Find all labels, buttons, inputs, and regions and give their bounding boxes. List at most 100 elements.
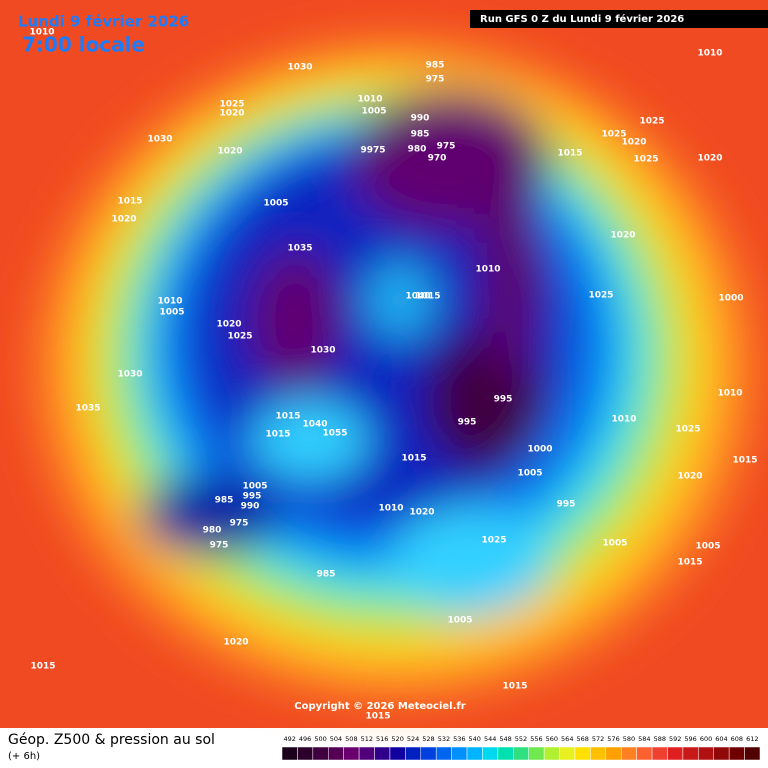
legend-swatch bbox=[466, 746, 483, 761]
legend-swatch bbox=[358, 746, 375, 761]
legend-label: 500 bbox=[314, 735, 326, 743]
legend-label: 508 bbox=[345, 735, 357, 743]
legend-label: 584 bbox=[638, 735, 650, 743]
geopotential-field bbox=[35, 40, 755, 700]
pressure-label: 1015 bbox=[557, 149, 582, 159]
legend-label: 528 bbox=[422, 735, 434, 743]
legend-label: 568 bbox=[576, 735, 588, 743]
pressure-label: 1010 bbox=[357, 95, 382, 105]
pressure-label: 970 bbox=[428, 154, 447, 164]
legend-swatch bbox=[698, 746, 714, 761]
pressure-label: 1055 bbox=[322, 429, 347, 439]
pressure-label: 985 bbox=[317, 570, 336, 580]
legend-label: 524 bbox=[407, 735, 419, 743]
pressure-label: 1015 bbox=[502, 682, 527, 692]
pressure-label: 1015 bbox=[117, 197, 142, 207]
footer-title: Géop. Z500 & pression au sol bbox=[8, 732, 215, 748]
legend-swatch bbox=[713, 746, 730, 761]
legend-label: 564 bbox=[561, 735, 573, 743]
legend-swatch bbox=[281, 746, 298, 761]
run: Run GFS 0 Z du Lundi 9 février 2026 bbox=[480, 13, 684, 25]
pressure-label: 985 bbox=[426, 61, 445, 71]
legend-label: 496 bbox=[299, 735, 311, 743]
pressure-label: 995 bbox=[557, 500, 576, 510]
legend-label: 576 bbox=[607, 735, 619, 743]
pressure-label: 1015 bbox=[732, 456, 757, 466]
pressure-label: 1015 bbox=[677, 558, 702, 568]
legend-label: 572 bbox=[592, 735, 604, 743]
copyright: Copyright © 2026 Meteociel.fr bbox=[294, 701, 465, 712]
pressure-label: 1035 bbox=[75, 404, 100, 414]
legend-swatch bbox=[590, 746, 607, 761]
date: Lundi 9 février 2026 bbox=[18, 13, 189, 31]
pressure-labels: 1010103010251020103010209859751010100599… bbox=[29, 28, 757, 722]
legend-label: 512 bbox=[361, 735, 373, 743]
legend-label: 504 bbox=[330, 735, 342, 743]
pressure-label: 1020 bbox=[409, 508, 434, 518]
pressure-label: 1025 bbox=[633, 155, 658, 165]
pressure-label: 1030 bbox=[287, 63, 312, 73]
legend-label: 580 bbox=[623, 735, 635, 743]
legend-swatch bbox=[559, 746, 576, 761]
pressure-label: 1020 bbox=[610, 231, 635, 241]
legend-label: 544 bbox=[484, 735, 496, 743]
pressure-label: 1015 bbox=[30, 662, 55, 672]
legend-label: 588 bbox=[654, 735, 666, 743]
legend-swatch bbox=[528, 746, 545, 761]
legend-swatch bbox=[374, 746, 391, 761]
legend-label: 532 bbox=[438, 735, 450, 743]
pressure-label: 1025 bbox=[227, 332, 252, 342]
legend-swatch bbox=[297, 746, 314, 761]
pressure-label: 1015 bbox=[365, 712, 390, 722]
legend-swatch bbox=[420, 746, 437, 761]
pressure-label: 1015 bbox=[265, 430, 290, 440]
legend-label: 516 bbox=[376, 735, 388, 743]
legend-swatch bbox=[405, 746, 422, 761]
pressure-label: 1025 bbox=[675, 425, 700, 435]
legend-label: 608 bbox=[731, 735, 743, 743]
legend-label: 556 bbox=[530, 735, 542, 743]
legend-label: 540 bbox=[469, 735, 481, 743]
legend-label: 600 bbox=[700, 735, 712, 743]
pressure-label: 1025 bbox=[639, 117, 664, 127]
legend-label: 596 bbox=[684, 735, 696, 743]
pressure-label: 1005 bbox=[517, 469, 542, 479]
pressure-label: 1020 bbox=[219, 109, 244, 119]
legend-swatch bbox=[451, 746, 468, 761]
pressure-label: 995 bbox=[243, 492, 262, 502]
pressure-label: 980 bbox=[203, 526, 222, 536]
pressure-label: 1040 bbox=[405, 292, 430, 302]
pressure-label: 1005 bbox=[602, 539, 627, 549]
legend-swatch bbox=[667, 746, 684, 761]
legend-swatch bbox=[605, 746, 622, 761]
legend-swatch bbox=[651, 746, 668, 761]
time: 7:00 locale bbox=[22, 33, 145, 57]
pressure-label: 1005 bbox=[361, 107, 386, 117]
pressure-label: 1015 bbox=[275, 412, 300, 422]
legend-label: 612 bbox=[746, 735, 758, 743]
legend-swatch bbox=[744, 746, 761, 761]
pressure-label: 1015 bbox=[401, 454, 426, 464]
legend-swatch bbox=[343, 746, 360, 761]
pressure-label: 1020 bbox=[111, 215, 136, 225]
pressure-label: 1025 bbox=[601, 130, 626, 140]
pressure-label: 1000 bbox=[527, 445, 552, 455]
legend-label: 548 bbox=[499, 735, 511, 743]
pressure-label: 1030 bbox=[147, 135, 172, 145]
legend: 492 496 500 504 508 512 516 520 524 528 532 536 540 5… bbox=[281, 735, 761, 761]
pressure-label: 980 bbox=[408, 145, 427, 155]
legend-label: 520 bbox=[391, 735, 403, 743]
pressure-label: 990 bbox=[241, 502, 260, 512]
pressure-label: 975 bbox=[426, 75, 445, 85]
pressure-label: 995 bbox=[494, 395, 513, 405]
legend-swatch bbox=[682, 746, 699, 761]
pressure-label: 9975 bbox=[360, 146, 385, 156]
pressure-label: 1015 bbox=[415, 292, 440, 302]
pressure-label: 1025 bbox=[219, 100, 244, 110]
pressure-label: 1020 bbox=[217, 147, 242, 157]
legend-swatch bbox=[389, 746, 406, 761]
pressure-label: 990 bbox=[411, 114, 430, 124]
pressure-label: 1010 bbox=[717, 389, 742, 399]
legend-label: 604 bbox=[715, 735, 727, 743]
